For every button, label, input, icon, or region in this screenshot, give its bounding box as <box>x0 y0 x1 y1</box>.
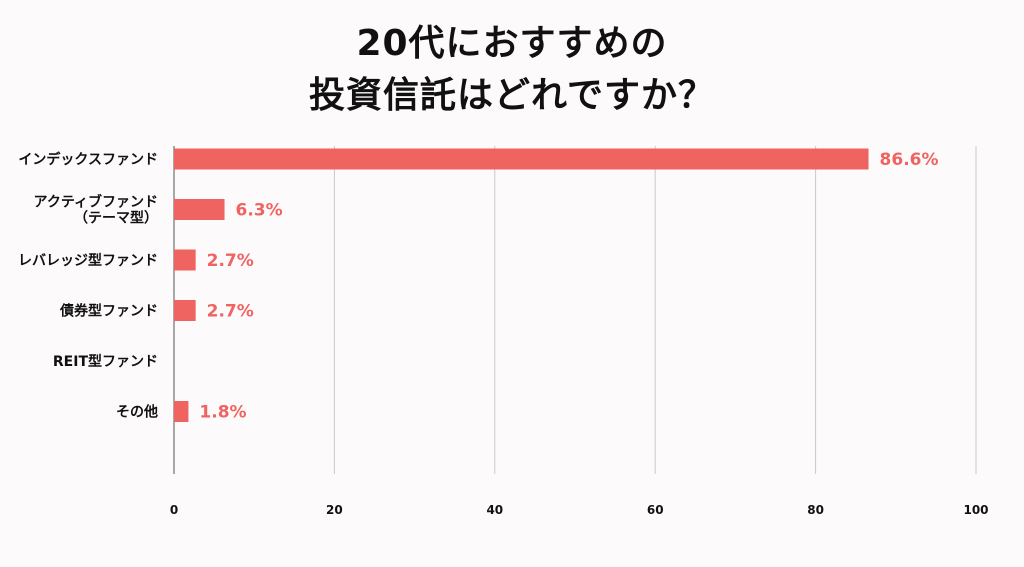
category-label: 債券型ファンド <box>59 303 158 320</box>
value-label: 1.8% <box>199 403 246 423</box>
x-tick-label: 0 <box>170 503 178 517</box>
title-line-2: 投資信託はどれですか？ <box>309 75 715 116</box>
value-label: 86.6% <box>880 150 939 170</box>
value-label: 2.7% <box>207 251 254 271</box>
x-tick-label: 40 <box>486 503 503 517</box>
x-tick-label: 60 <box>647 503 664 517</box>
category-label: （テーマ型） <box>74 210 158 227</box>
category-label: アクティブファンド <box>34 194 158 211</box>
value-label: 6.3% <box>236 201 283 221</box>
chart-title: 20代におすすめの 投資信託はどれですか？ <box>0 18 1024 122</box>
title-line-1: 20代におすすめの <box>356 23 668 64</box>
x-tick-label: 100 <box>963 503 988 517</box>
category-label: レバレッジ型ファンド <box>18 252 158 269</box>
category-label: インデックスファンド <box>18 151 158 168</box>
value-label: 2.7% <box>207 302 254 322</box>
bar <box>174 401 189 422</box>
bar <box>174 249 196 271</box>
category-label: REIT型ファンド <box>53 353 158 370</box>
x-tick-label: 20 <box>326 503 343 517</box>
bar <box>174 199 225 220</box>
bar <box>174 300 196 321</box>
x-tick-label: 80 <box>807 503 824 517</box>
bar <box>174 148 869 170</box>
category-label: その他 <box>116 404 158 421</box>
